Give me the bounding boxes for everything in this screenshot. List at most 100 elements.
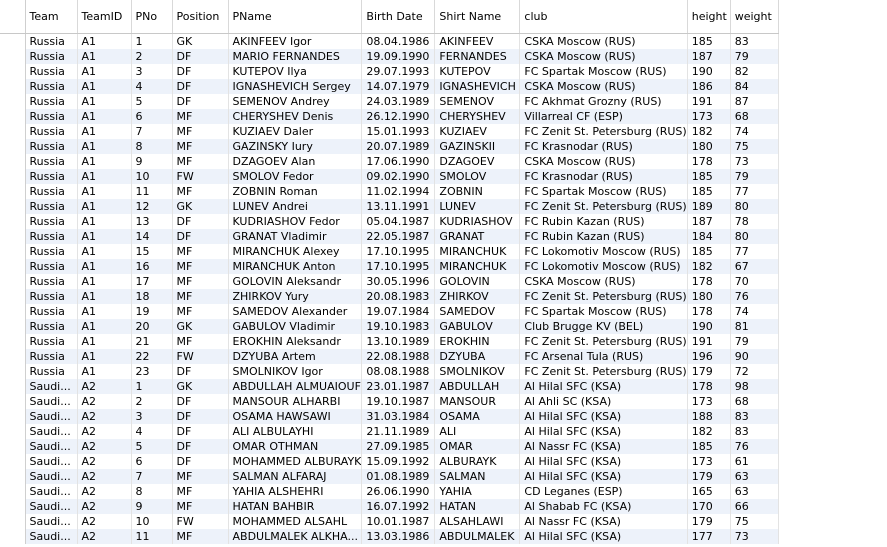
cell-team[interactable]: Russia [25,199,78,214]
cell-team[interactable]: Russia [25,33,78,49]
cell-pno[interactable]: 7 [131,469,173,484]
cell-birth-date[interactable]: 22.05.1987 [361,229,436,244]
cell-weight[interactable]: 78 [730,214,779,229]
table-row[interactable]: Russia A1 2 DF MARIO FERNANDES 19.09.1990 FERN… [0,49,779,64]
cell-shirt-name[interactable]: ALI [434,424,521,439]
cell-pname[interactable]: SEMENOV Andrey [228,94,363,109]
table-row[interactable]: Russia A1 12 GK LUNEV Andrei 13.11.1991 LUNEV F… [0,199,779,214]
cell-teamid[interactable]: A1 [77,109,132,124]
cell-teamid[interactable]: A1 [77,49,132,64]
cell-shirt-name[interactable]: DZYUBA [434,349,521,364]
cell-weight[interactable]: 79 [730,169,779,184]
cell-weight[interactable]: 73 [730,529,779,544]
row-selector[interactable] [0,379,26,394]
cell-club[interactable]: Club Brugge KV (BEL) [519,319,688,334]
cell-team[interactable]: Russia [25,304,78,319]
cell-position[interactable]: DF [172,394,229,409]
table-row[interactable]: Russia A1 16 MF MIRANCHUK Anton 17.10.1995 MIR… [0,259,779,274]
cell-pno[interactable]: 11 [131,529,173,544]
cell-weight[interactable]: 72 [730,364,779,379]
cell-weight[interactable]: 67 [730,259,779,274]
cell-position[interactable]: MF [172,154,229,169]
cell-pno[interactable]: 21 [131,334,173,349]
cell-pname[interactable]: MANSOUR ALHARBI [228,394,363,409]
cell-shirt-name[interactable]: GRANAT [434,229,521,244]
cell-height[interactable]: 188 [687,409,731,424]
cell-weight[interactable]: 79 [730,334,779,349]
cell-club[interactable]: FC Spartak Moscow (RUS) [519,64,688,79]
cell-club[interactable]: Al Ahli SC (KSA) [519,394,688,409]
row-selector[interactable] [0,439,26,454]
cell-birth-date[interactable]: 30.05.1996 [361,274,436,289]
table-row[interactable]: Russia A1 13 DF KUDRIASHOV Fedor 05.04.1987 KU… [0,214,779,229]
cell-shirt-name[interactable]: HATAN [434,499,521,514]
cell-team[interactable]: Russia [25,244,78,259]
row-selector[interactable] [0,319,26,334]
cell-weight[interactable]: 70 [730,274,779,289]
cell-height[interactable]: 170 [687,499,731,514]
row-selector[interactable] [0,139,26,154]
cell-weight[interactable]: 82 [730,64,779,79]
table-row[interactable]: Saudi... A2 11 MF ABDULMALEK ALKHA... 13.03.1… [0,529,779,544]
column-header-position[interactable]: Position [172,0,229,34]
cell-teamid[interactable]: A1 [77,199,132,214]
cell-position[interactable]: DF [172,424,229,439]
cell-birth-date[interactable]: 19.10.1983 [361,319,436,334]
cell-pname[interactable]: SALMAN ALFARAJ [228,469,363,484]
row-selector[interactable] [0,274,26,289]
cell-team[interactable]: Saudi... [25,454,78,469]
cell-club[interactable]: Al Hilal SFC (KSA) [519,409,688,424]
table-row[interactable]: Saudi... A2 2 DF MANSOUR ALHARBI 19.10.1987 MA… [0,394,779,409]
row-selector[interactable] [0,79,26,94]
cell-pno[interactable]: 4 [131,79,173,94]
cell-pname[interactable]: DZAGOEV Alan [228,154,363,169]
cell-weight[interactable]: 68 [730,394,779,409]
cell-shirt-name[interactable]: EROKHIN [434,334,521,349]
cell-shirt-name[interactable]: LUNEV [434,199,521,214]
cell-position[interactable]: DF [172,64,229,79]
cell-shirt-name[interactable]: SMOLOV [434,169,521,184]
cell-team[interactable]: Saudi... [25,394,78,409]
cell-club[interactable]: Al Hilal SFC (KSA) [519,529,688,544]
row-selector[interactable] [0,484,26,499]
cell-birth-date[interactable]: 19.07.1984 [361,304,436,319]
cell-pname[interactable]: OSAMA HAWSAWI [228,409,363,424]
cell-team[interactable]: Russia [25,109,78,124]
table-row[interactable]: Saudi... A2 4 DF ALI ALBULAYHI 21.11.1989 ALI A… [0,424,779,439]
cell-shirt-name[interactable]: ABDULMALEK [434,529,521,544]
column-header-pname[interactable]: PName [228,0,363,34]
cell-pname[interactable]: OMAR OTHMAN [228,439,363,454]
cell-club[interactable]: FC Arsenal Tula (RUS) [519,349,688,364]
cell-position[interactable]: MF [172,259,229,274]
row-selector[interactable] [0,349,26,364]
cell-birth-date[interactable]: 13.10.1989 [361,334,436,349]
cell-shirt-name[interactable]: CHERYSHEV [434,109,521,124]
row-selector[interactable] [0,304,26,319]
cell-pno[interactable]: 12 [131,199,173,214]
row-selector[interactable] [0,154,26,169]
cell-height[interactable]: 182 [687,424,731,439]
cell-birth-date[interactable]: 17.10.1995 [361,259,436,274]
cell-pno[interactable]: 11 [131,184,173,199]
cell-birth-date[interactable]: 26.12.1990 [361,109,436,124]
cell-birth-date[interactable]: 01.08.1989 [361,469,436,484]
cell-weight[interactable]: 90 [730,349,779,364]
cell-teamid[interactable]: A1 [77,289,132,304]
row-selector[interactable] [0,124,26,139]
cell-pname[interactable]: IGNASHEVICH Sergey [228,79,363,94]
cell-pno[interactable]: 14 [131,229,173,244]
cell-weight[interactable]: 73 [730,154,779,169]
cell-birth-date[interactable]: 11.02.1994 [361,184,436,199]
cell-teamid[interactable]: A1 [77,33,132,49]
cell-team[interactable]: Russia [25,139,78,154]
cell-weight[interactable]: 74 [730,124,779,139]
cell-team[interactable]: Russia [25,274,78,289]
cell-club[interactable]: Al Shabab FC (KSA) [519,499,688,514]
cell-position[interactable]: MF [172,484,229,499]
cell-height[interactable]: 180 [687,139,731,154]
cell-height[interactable]: 178 [687,154,731,169]
table-row[interactable]: Russia A1 10 FW SMOLOV Fedor 09.02.1990 SMOLOV… [0,169,779,184]
cell-pname[interactable]: ABDULMALEK ALKHA... [228,529,363,544]
cell-teamid[interactable]: A2 [77,514,132,529]
row-selector[interactable] [0,33,26,49]
